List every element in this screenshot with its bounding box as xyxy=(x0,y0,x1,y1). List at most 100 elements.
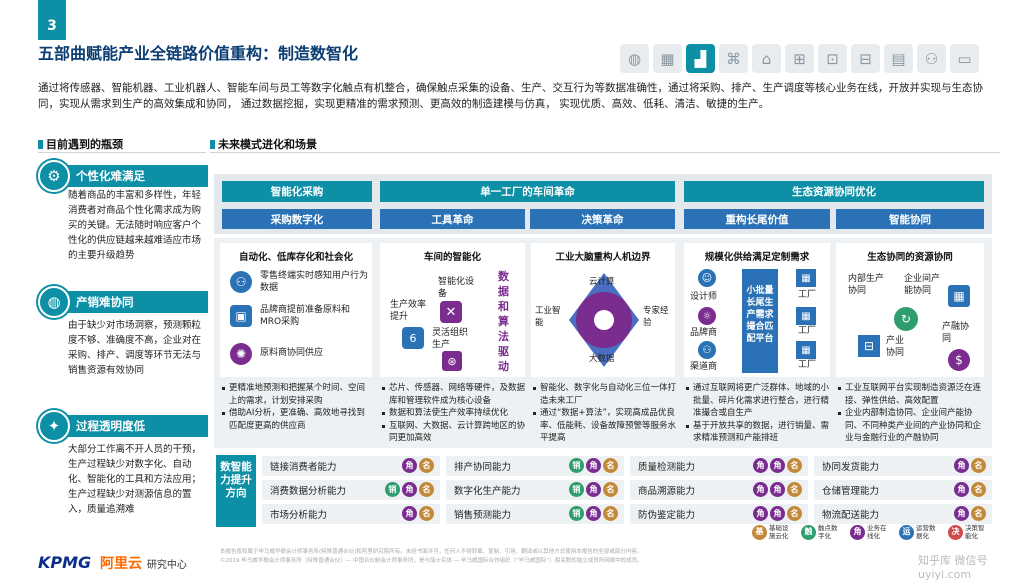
factory-icon: ▦ xyxy=(796,341,816,359)
pain-text: 由于缺少对市场洞察，预测颗粒度不够、准确度不高，企业对在采购、排产、调度等环节无… xyxy=(68,320,202,376)
capability-name: 排产协同能力 xyxy=(454,462,512,473)
group-icon[interactable]: ⚇ xyxy=(917,44,946,73)
footer-text: 本报告版权属于毕马威华振会计师事务所(特殊普通合伙)和阿里研究院所有。未经书面许… xyxy=(220,548,820,566)
bank-icon[interactable]: ⊟ xyxy=(851,44,880,73)
capability-grid: 链接消费者能力角名 排产协同能力销角名 质量检测能力角角名 协同发货能力角名 消… xyxy=(262,456,992,524)
capability-name: 仓储管理能力 xyxy=(822,486,880,497)
search-gear-icon: ⚙ xyxy=(38,160,70,192)
card-label: 大数据 xyxy=(589,354,615,364)
tag-badge: 运 xyxy=(899,524,914,540)
cart-icon[interactable]: ⊞ xyxy=(785,44,814,73)
globe-icon: ◍ xyxy=(38,286,70,318)
card-bullets: 智能化、数字化与自动化三位一体打造未来工厂 通过“数据+算法”，实现高成品优良率… xyxy=(533,382,677,445)
intro-text: 通过将传感器、智能机器、工业机器人、智能车间与员工等数字化触点有机整合，确保触点… xyxy=(38,82,983,110)
bullet: 工业互联网平台实现制造资源泛在连接、弹性供给、高效配置 xyxy=(838,382,986,407)
card-long-tail: 规模化供给满足定制需求 ☺ 设计师 ☼ 品牌商 ⚇ 渠道商 小批量长尾生产需求撮… xyxy=(684,243,830,377)
capability-cell: 销售预测能力 销角名 xyxy=(446,504,624,524)
tag-badge: 销 xyxy=(569,506,584,521)
capability-cell: 协同发货能力 角名 xyxy=(814,456,992,476)
capability-cell: 仓储管理能力 角名 xyxy=(814,480,992,500)
warehouse-icon[interactable]: ⌂ xyxy=(752,44,781,73)
channel-icon: ⚇ xyxy=(698,341,716,359)
pain-label: 过程透明度低 xyxy=(64,415,208,437)
globe-icon[interactable]: ◍ xyxy=(620,44,649,73)
card-label: 智能化设备 xyxy=(438,277,475,299)
chart-icon[interactable]: ▤ xyxy=(884,44,913,73)
card-item: 原料商协同供应 xyxy=(260,348,324,358)
bullet: 智能化、数字化与自动化三位一体打造未来工厂 xyxy=(533,382,677,407)
card-bullets: 芯片、传感器、网络等硬件，及数据库和管理软件成为核心设备 数据和算法使生产效率持… xyxy=(382,382,527,445)
bullet: 通过互联网将更广泛群体、地域的小批量、碎片化需求进行整合，进行精准撮合或自生产 xyxy=(686,382,832,420)
capability-label: 数智能力提升方向 xyxy=(216,455,256,527)
factory-icon[interactable]: ▟ xyxy=(686,44,715,73)
capability-cell: 质量检测能力角角名 xyxy=(630,456,808,476)
tag-badge: 角 xyxy=(954,506,969,521)
card-label: 专家经验 xyxy=(643,306,669,328)
pain-label: 产销难协同 xyxy=(64,291,208,313)
watermark: 知乎库 微信号 uyiyi.com xyxy=(918,554,988,581)
card-bullets: 通过互联网将更广泛群体、地域的小批量、碎片化需求进行整合，进行精准撮合或自生产 … xyxy=(686,382,832,445)
card-title: 自动化、低库存化和社会化 xyxy=(238,252,353,263)
capability-cell: 消费数据分析能力 销角名 xyxy=(262,480,440,500)
stage-sub: 智能协同 xyxy=(836,209,984,229)
capability-name: 防伪鉴定能力 xyxy=(638,510,696,521)
card-label: 产融协同 xyxy=(942,322,970,344)
bullet: 企业内部制造协同、企业间产能协同、不同种类产业间的产业协同和企业与金融行业的产融… xyxy=(838,407,986,445)
card-item: 品牌商提前准备原料和MRO采购 xyxy=(260,305,351,327)
tag-badge: 名 xyxy=(971,482,986,497)
tree-icon[interactable]: ⌘ xyxy=(719,44,748,73)
stage-procurement: 智能化采购 xyxy=(222,181,372,202)
page-title: 五部曲赋能产业全链路价值重构：制造数智化 xyxy=(38,44,359,63)
stage-sub: 采购数字化 xyxy=(222,209,372,229)
stage-workshop: 单一工厂的车间革命 xyxy=(380,181,675,202)
tag-badge: 销 xyxy=(385,482,400,497)
bullet: 芯片、传感器、网络等硬件，及数据库和管理软件成为核心设备 xyxy=(382,382,527,407)
capability-cell: 排产协同能力 销角名 xyxy=(446,456,624,476)
card-label: 设计师 xyxy=(690,292,718,302)
capability-cell: 市场分析能力 角名 xyxy=(262,504,440,524)
tag-badge: 角 xyxy=(402,458,417,473)
card-title: 工业大脑重构人机边界 xyxy=(555,252,651,263)
tag-badge: 名 xyxy=(603,482,618,497)
tag-badge: 名 xyxy=(787,458,802,473)
pain-label: 个性化难满足 xyxy=(64,165,208,187)
pain-supply-sales: ◍ 产销难协同 由于缺少对市场洞察，预测颗粒度不够、准确度不高，企业对在采购、排… xyxy=(38,286,208,378)
tag-badge: 角 xyxy=(770,458,785,473)
capability-name: 市场分析能力 xyxy=(270,510,328,521)
matching-platform: 小批量长尾生产需求撮合匹配平台 xyxy=(742,269,778,373)
factory-icon: ▦ xyxy=(948,285,970,307)
capability-cell: 防伪鉴定能力角角名 xyxy=(630,504,808,524)
legend-text: 业务在线化 xyxy=(867,524,887,540)
tag-badge: 角 xyxy=(954,482,969,497)
card-item: 零售终端实时感知用户行为数据 xyxy=(260,271,369,293)
calendar-icon: 6 xyxy=(402,327,424,349)
bullet: 数据和算法使生产效率持续优化 xyxy=(382,407,527,420)
stage-sub: 决策革命 xyxy=(530,209,675,229)
capability-name: 商品溯源能力 xyxy=(638,486,696,497)
legend-item: 基基础设施云化 xyxy=(752,524,793,540)
divider xyxy=(38,152,206,153)
tag-badge: 销 xyxy=(569,458,584,473)
tools-icon: ✕ xyxy=(440,301,462,323)
card-label: 工业智能 xyxy=(535,306,561,328)
pain-transparency: ✦ 过程透明度低 大部分工作离不开人员的干预，生产过程缺少对数字化、自动化、智能… xyxy=(38,410,208,517)
card-workshop: 车间的智能化 智能化设备 ✕ 生产效率提升 6 灵活组织生产 ⊛ 数据和算法驱动 xyxy=(380,243,525,377)
card-label: 生产效率提升 xyxy=(390,300,427,322)
truck-icon[interactable]: ⊡ xyxy=(818,44,847,73)
card-label: 工厂 xyxy=(798,326,817,336)
legend-item: 触触点数字化 xyxy=(801,524,842,540)
pain-text: 随着商品的丰富和多样性，年轻消费者对商品个性化需求成为购买的关键。无法随时响应客… xyxy=(68,190,202,261)
monitor-icon[interactable]: ▭ xyxy=(950,44,979,73)
left-section-head: 目前遇到的瓶颈 xyxy=(38,136,123,152)
legend-text: 决策智能化 xyxy=(965,524,985,540)
tag-badge: 角 xyxy=(402,482,417,497)
building-icon[interactable]: ▦ xyxy=(653,44,682,73)
capability-name: 销售预测能力 xyxy=(454,510,512,521)
card-label: 云计算 xyxy=(589,277,615,287)
data-algorithm-label: 数据和算法驱动 xyxy=(498,270,509,373)
brain-wheel-diagram xyxy=(569,273,639,367)
card-ecosystem: 生态协同的资源协同 内部生产协同 企业间产能协同 ▦ ↻ 产融协同 ⊟ 产业协同… xyxy=(836,243,984,377)
bag-icon: ▣ xyxy=(230,305,252,327)
legend-item: 决决策智能化 xyxy=(948,524,989,540)
tag-badge: 决 xyxy=(948,524,963,540)
